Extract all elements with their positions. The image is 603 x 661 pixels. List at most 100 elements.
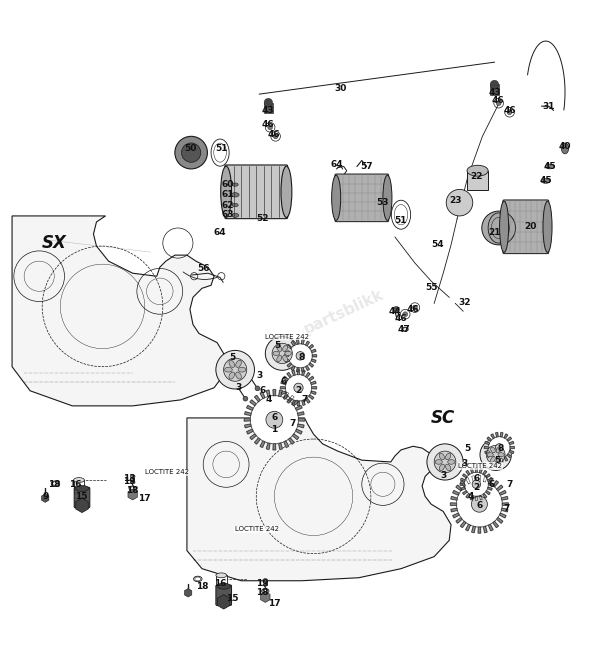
Text: 18: 18 <box>196 582 208 592</box>
Polygon shape <box>470 496 473 500</box>
Text: 16: 16 <box>214 579 226 588</box>
Polygon shape <box>309 344 314 349</box>
Polygon shape <box>12 216 226 406</box>
Polygon shape <box>488 524 493 531</box>
Circle shape <box>294 383 303 393</box>
Circle shape <box>288 344 312 368</box>
Polygon shape <box>287 398 291 403</box>
Polygon shape <box>312 387 317 389</box>
Polygon shape <box>281 381 286 385</box>
Circle shape <box>393 307 399 313</box>
Polygon shape <box>472 476 475 482</box>
Polygon shape <box>267 443 270 449</box>
Ellipse shape <box>285 351 291 356</box>
Polygon shape <box>187 418 451 581</box>
Ellipse shape <box>277 356 282 362</box>
Circle shape <box>434 451 456 473</box>
Text: 6: 6 <box>259 386 265 395</box>
Polygon shape <box>283 395 288 399</box>
Text: 13: 13 <box>124 474 136 483</box>
Polygon shape <box>488 479 492 481</box>
Polygon shape <box>470 469 473 473</box>
Polygon shape <box>311 391 316 395</box>
Text: 64: 64 <box>214 228 226 237</box>
Polygon shape <box>247 405 253 410</box>
Polygon shape <box>496 432 498 437</box>
Circle shape <box>482 211 516 245</box>
Polygon shape <box>483 471 487 475</box>
Text: 6: 6 <box>476 501 482 510</box>
Ellipse shape <box>447 459 455 464</box>
Ellipse shape <box>541 178 551 183</box>
Polygon shape <box>500 458 503 463</box>
Polygon shape <box>453 490 459 495</box>
Polygon shape <box>254 438 260 444</box>
Text: 8: 8 <box>497 444 504 453</box>
Polygon shape <box>291 341 295 346</box>
Polygon shape <box>295 405 302 410</box>
Polygon shape <box>475 496 478 500</box>
Polygon shape <box>509 442 514 444</box>
Circle shape <box>486 446 505 464</box>
Text: 6: 6 <box>271 413 277 422</box>
Circle shape <box>496 100 501 106</box>
Text: 2: 2 <box>473 483 479 492</box>
Polygon shape <box>284 355 288 357</box>
Polygon shape <box>291 366 295 370</box>
Circle shape <box>250 396 298 444</box>
Text: 62: 62 <box>222 200 234 210</box>
Polygon shape <box>244 418 250 421</box>
Ellipse shape <box>75 485 89 492</box>
Polygon shape <box>297 369 300 375</box>
Polygon shape <box>487 454 491 458</box>
Polygon shape <box>302 370 305 375</box>
Polygon shape <box>289 438 294 444</box>
Text: 46: 46 <box>407 305 419 314</box>
Text: 4: 4 <box>265 395 271 405</box>
Text: 2: 2 <box>295 386 302 395</box>
Text: 55: 55 <box>425 283 437 292</box>
Text: 57: 57 <box>361 162 373 171</box>
Text: 16: 16 <box>69 480 81 488</box>
Polygon shape <box>460 481 466 487</box>
Polygon shape <box>280 387 285 389</box>
Circle shape <box>480 439 511 471</box>
Polygon shape <box>504 434 508 438</box>
Polygon shape <box>273 389 276 396</box>
Ellipse shape <box>561 143 569 154</box>
Polygon shape <box>284 441 289 447</box>
Polygon shape <box>479 469 482 473</box>
Polygon shape <box>491 434 494 438</box>
Text: 15: 15 <box>75 492 87 501</box>
Polygon shape <box>502 508 508 512</box>
Text: 31: 31 <box>543 102 555 110</box>
Text: 46: 46 <box>262 120 274 129</box>
Polygon shape <box>461 479 465 481</box>
Ellipse shape <box>130 481 135 484</box>
Text: 51: 51 <box>216 144 228 153</box>
Polygon shape <box>273 444 276 450</box>
Polygon shape <box>287 373 291 377</box>
Text: 5: 5 <box>494 455 500 465</box>
Text: 9: 9 <box>42 492 48 501</box>
Polygon shape <box>309 376 314 381</box>
Circle shape <box>265 336 299 370</box>
Polygon shape <box>254 395 260 402</box>
Polygon shape <box>295 429 302 434</box>
Ellipse shape <box>491 447 495 453</box>
Text: 52: 52 <box>256 214 268 223</box>
Polygon shape <box>267 390 270 397</box>
Polygon shape <box>285 349 289 352</box>
Ellipse shape <box>217 583 230 589</box>
Text: 17: 17 <box>139 494 151 502</box>
Ellipse shape <box>236 372 241 379</box>
Ellipse shape <box>439 464 444 471</box>
Polygon shape <box>499 513 506 518</box>
Polygon shape <box>312 355 317 357</box>
Circle shape <box>472 496 487 512</box>
Polygon shape <box>497 485 503 490</box>
Polygon shape <box>485 442 490 444</box>
Polygon shape <box>466 477 470 484</box>
Ellipse shape <box>283 356 288 362</box>
Text: 19: 19 <box>124 477 136 486</box>
